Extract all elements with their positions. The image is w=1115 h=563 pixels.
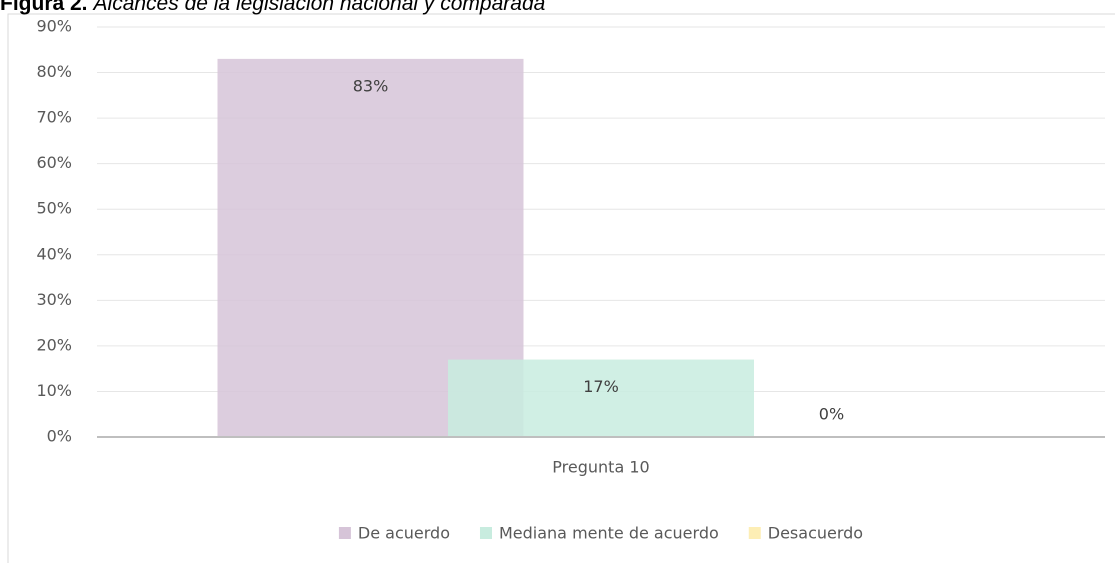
legend-swatch — [338, 527, 351, 539]
legend-label: Desacuerdo — [768, 524, 863, 543]
y-tick-label: 20% — [36, 335, 72, 354]
legend-label: De acuerdo — [358, 524, 450, 543]
data-label: 17% — [583, 377, 619, 396]
bar — [448, 359, 754, 437]
y-tick-label: 90% — [36, 17, 72, 36]
title-prefix: Figura 2. — [0, 0, 88, 15]
chart-title: Figura 2. Alcances de la legislación naci… — [0, 0, 545, 15]
y-tick-label: 60% — [36, 153, 72, 172]
title-text: Alcances de la legislación nacional y co… — [92, 0, 546, 15]
y-tick-label: 40% — [36, 244, 72, 263]
y-tick-label: 80% — [36, 62, 72, 81]
legend-swatch — [748, 527, 761, 539]
x-tick-label: Pregunta 10 — [552, 458, 649, 477]
legend-label: Mediana mente de acuerdo — [499, 524, 719, 543]
y-tick-label: 50% — [36, 199, 72, 218]
y-tick-label: 10% — [36, 381, 72, 400]
y-tick-label: 70% — [36, 108, 72, 127]
data-label: 83% — [353, 76, 389, 95]
y-tick-label: 30% — [36, 290, 72, 309]
data-label: 0% — [819, 405, 844, 424]
chart-frame — [7, 13, 1115, 563]
legend-swatch — [479, 527, 492, 539]
y-tick-label: 0% — [47, 427, 72, 446]
